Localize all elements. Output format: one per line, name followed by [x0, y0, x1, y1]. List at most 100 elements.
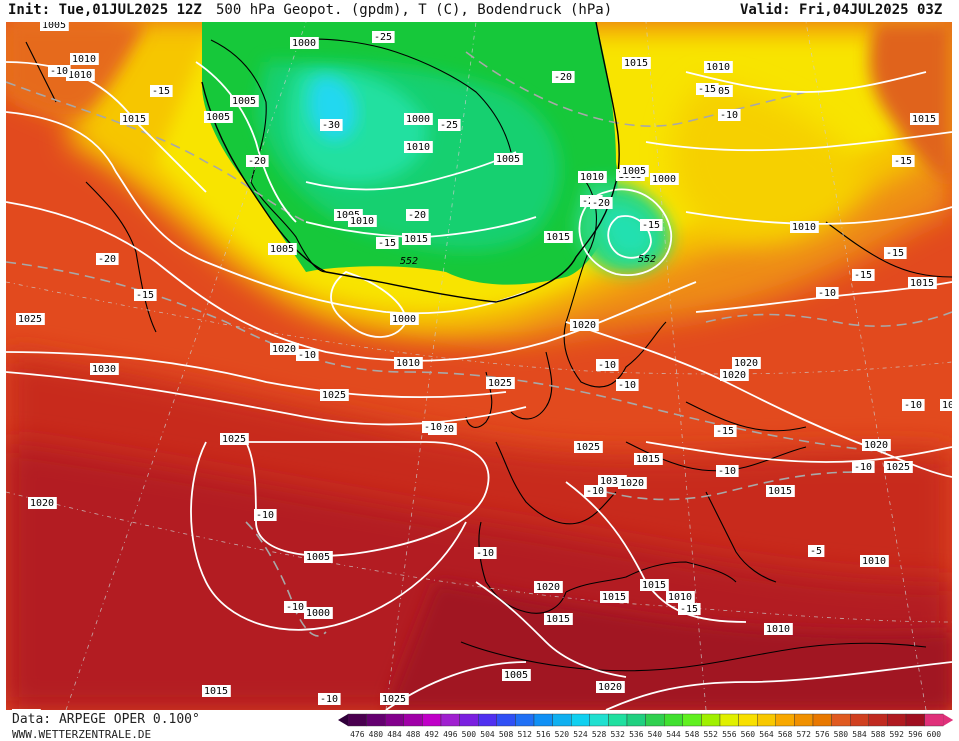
isobar-label-box	[502, 669, 531, 681]
height-label: 552	[400, 256, 418, 267]
temperature-label: -10	[254, 509, 277, 521]
color-scale-swatch	[738, 713, 758, 727]
isobar-label: 1025	[220, 433, 249, 445]
isobar-label: 1020	[732, 357, 761, 369]
temperature-label-text: -25	[374, 32, 392, 43]
color-scale: 476 480 484 488 492 496 500 504 508 512 516 520 524 5…	[338, 713, 954, 739]
temperature-label-text: -10	[618, 380, 636, 391]
isobar-label-box	[90, 363, 119, 375]
color-scale-swatch	[459, 713, 479, 727]
temperature-label-text: -10	[718, 466, 736, 477]
isobar-label-box	[40, 22, 69, 31]
isobar-label-box	[204, 111, 233, 123]
temperature-label-box	[584, 485, 607, 497]
temperature-label-text: -20	[408, 210, 426, 221]
temperature-label-box	[246, 155, 269, 167]
color-scale-value: 532	[610, 730, 625, 739]
temperature-label-text: -20	[554, 72, 572, 83]
temperature-label: -15	[150, 85, 173, 97]
isobar-label-text: 1025	[382, 694, 406, 705]
color-scale-swatch	[775, 713, 795, 727]
isobar-label-text: 1025	[886, 462, 910, 473]
temperature-label-box	[48, 65, 71, 77]
isobar-label-text: 1005	[42, 22, 66, 31]
color-scale-swatch	[403, 713, 423, 727]
isobar-label-box	[404, 113, 433, 125]
temperature-label-text: -25	[440, 120, 458, 131]
isobar-label-text: 1010	[396, 358, 420, 369]
color-scale-swatch	[868, 713, 888, 727]
isobar-label: 1000	[390, 313, 419, 325]
isobar-label: 1025	[380, 693, 409, 705]
isobar-label-text: 1010	[668, 592, 692, 603]
temperature-label-box	[438, 119, 461, 131]
color-scale-swatch	[757, 713, 777, 727]
isobar-label: 1015	[622, 57, 651, 69]
temperature-label-box	[590, 197, 613, 209]
isobar-label-box	[908, 277, 937, 289]
color-scale-value: 560	[741, 730, 756, 739]
isobar-label-text: 1000	[292, 38, 316, 49]
isobar-label: 1015	[634, 453, 663, 465]
isobar-label-text: 1015	[910, 278, 934, 289]
isobar-label-text: 1020	[30, 498, 54, 509]
isobar-label: 1015	[544, 231, 573, 243]
color-scale-swatch	[887, 713, 907, 727]
isobar-label-box	[666, 591, 695, 603]
isobar-label-text: 1015	[942, 400, 952, 411]
temperature-label: -15	[376, 237, 399, 249]
isobar-label-text: 1000	[392, 314, 416, 325]
isobar-label-text: 1010	[72, 54, 96, 65]
isobar-label-text: 1005	[504, 670, 528, 681]
isobar-label: 1015	[908, 277, 937, 289]
temperature-label-box	[474, 547, 497, 559]
isobar-label-text: 1015	[624, 58, 648, 69]
temperature-label-box	[816, 287, 839, 299]
temperature-label-box	[852, 461, 875, 473]
isobar-label-box	[766, 485, 795, 497]
color-scale-value: 552	[703, 730, 718, 739]
isobar-label-text: 1020	[572, 320, 596, 331]
isobar-label-box	[764, 623, 793, 635]
color-scale-swatch	[924, 713, 944, 727]
isobar-label-text: 1010	[580, 172, 604, 183]
temperature-label-box	[714, 425, 737, 437]
color-scale-value: 588	[871, 730, 886, 739]
isobar-label: 1010	[704, 61, 733, 73]
color-scale-value: 488	[406, 730, 421, 739]
isobar-label: 1000	[650, 173, 679, 185]
color-scale-swatch	[701, 713, 721, 727]
temperature-label: -15	[640, 219, 663, 231]
isobar-label-text: 1020	[598, 682, 622, 693]
temperature-label-text: -15	[680, 604, 698, 615]
temperature-labels: -25 -30 -25 -20 -20 -15 -20 -15 -10 -15 -20 -20 -15 -…	[48, 31, 925, 705]
isobar-label-box	[940, 399, 952, 411]
color-scale-value: 576	[815, 730, 830, 739]
isobar-label-box	[304, 607, 333, 619]
color-scale-swatch	[794, 713, 814, 727]
temperature-label: -15	[892, 155, 915, 167]
temperature-label-box	[852, 269, 875, 281]
temperature-label-text: -10	[298, 350, 316, 361]
color-scale-swatch	[422, 713, 442, 727]
isobar-label: 1010	[348, 215, 377, 227]
temperature-label: -10	[284, 601, 307, 613]
isobar-label: 1030	[90, 363, 119, 375]
isobar-label-box	[640, 579, 669, 591]
isobar-label: 1015	[640, 579, 669, 591]
isobar-label-box	[16, 313, 45, 325]
temperature-label: -15	[696, 83, 719, 95]
isobar-label: 1005	[304, 551, 333, 563]
isobar-label-box	[622, 57, 651, 69]
isobar-label-text: 1030	[600, 476, 624, 487]
color-scale-swatch	[477, 713, 497, 727]
isobar-label-text: 1000	[306, 608, 330, 619]
isobar-label-box	[600, 591, 629, 603]
isobar-label-box	[348, 215, 377, 227]
color-scale-value: 516	[536, 730, 551, 739]
isobar-label-box	[12, 709, 41, 710]
isobar-label-box	[394, 357, 423, 369]
isobar-label-text: 1015	[404, 234, 428, 245]
temperature-label-text: -10	[424, 422, 442, 433]
